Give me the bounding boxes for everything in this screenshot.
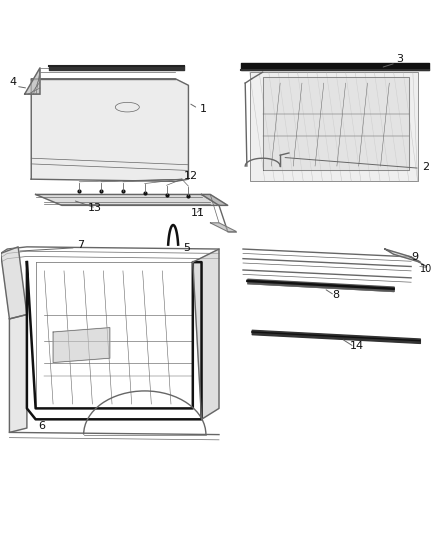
Text: 12: 12 xyxy=(184,171,198,181)
Text: 13: 13 xyxy=(88,203,102,213)
Polygon shape xyxy=(35,195,219,205)
Text: 7: 7 xyxy=(77,240,84,250)
Text: 6: 6 xyxy=(38,421,45,431)
Polygon shape xyxy=(10,314,27,432)
Text: 3: 3 xyxy=(396,54,403,64)
Text: 10: 10 xyxy=(420,264,432,274)
Polygon shape xyxy=(25,68,40,94)
Polygon shape xyxy=(1,247,27,319)
Text: 5: 5 xyxy=(183,243,190,253)
Text: 9: 9 xyxy=(411,252,418,262)
FancyBboxPatch shape xyxy=(250,72,418,181)
Polygon shape xyxy=(31,79,188,181)
Text: 2: 2 xyxy=(422,163,429,173)
Text: 8: 8 xyxy=(332,290,339,300)
Polygon shape xyxy=(201,195,228,205)
Text: 1: 1 xyxy=(199,103,206,114)
Text: 4: 4 xyxy=(10,77,17,87)
Text: 14: 14 xyxy=(350,342,364,351)
Polygon shape xyxy=(53,328,110,362)
Polygon shape xyxy=(193,249,219,419)
Polygon shape xyxy=(385,249,420,262)
Text: 11: 11 xyxy=(191,208,205,219)
Polygon shape xyxy=(263,77,409,171)
Polygon shape xyxy=(210,223,237,231)
